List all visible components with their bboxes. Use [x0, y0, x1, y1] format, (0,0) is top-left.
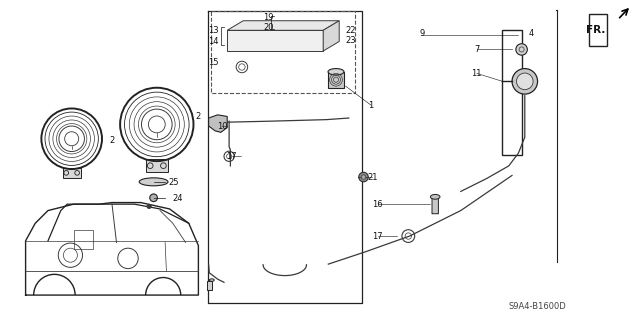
Text: 15: 15 — [208, 58, 218, 67]
Text: 14: 14 — [208, 37, 218, 46]
FancyBboxPatch shape — [432, 196, 438, 214]
Circle shape — [512, 69, 538, 94]
Text: 19: 19 — [264, 13, 274, 22]
Text: 2: 2 — [196, 112, 201, 121]
Polygon shape — [323, 21, 339, 51]
Ellipse shape — [431, 195, 440, 199]
Text: FR.: FR. — [586, 25, 605, 35]
Text: 4: 4 — [529, 29, 534, 38]
Ellipse shape — [328, 69, 344, 75]
Text: 21: 21 — [367, 173, 378, 182]
Circle shape — [359, 172, 368, 182]
Polygon shape — [227, 21, 339, 30]
Circle shape — [147, 204, 151, 209]
Circle shape — [75, 171, 79, 175]
Text: S9A4-B1600D: S9A4-B1600D — [509, 302, 566, 311]
Ellipse shape — [209, 279, 214, 281]
Bar — [502, 30, 522, 155]
Bar — [63, 167, 81, 178]
Polygon shape — [227, 30, 323, 51]
Bar — [211, 11, 355, 93]
Text: 7: 7 — [474, 45, 479, 54]
Circle shape — [161, 163, 166, 168]
Circle shape — [362, 175, 365, 179]
Ellipse shape — [140, 178, 168, 186]
Text: 17: 17 — [372, 232, 383, 241]
Circle shape — [150, 194, 157, 202]
Circle shape — [147, 163, 153, 168]
Polygon shape — [209, 115, 227, 132]
Circle shape — [64, 171, 68, 175]
Circle shape — [516, 73, 533, 90]
Text: 11: 11 — [472, 69, 482, 78]
Text: 1: 1 — [369, 101, 374, 110]
Bar — [146, 159, 168, 172]
Text: 24: 24 — [173, 194, 183, 203]
Bar — [207, 281, 212, 290]
Bar — [74, 230, 93, 249]
Text: 10: 10 — [217, 122, 227, 130]
Text: 25: 25 — [169, 178, 179, 187]
Text: 17: 17 — [227, 152, 237, 161]
Text: 9: 9 — [420, 29, 425, 38]
Text: 16: 16 — [372, 200, 383, 209]
Bar — [328, 72, 344, 88]
Text: 2: 2 — [109, 136, 115, 145]
Text: 13: 13 — [208, 26, 218, 35]
Text: 22: 22 — [346, 26, 356, 35]
Text: 20: 20 — [264, 23, 274, 32]
Text: 23: 23 — [346, 36, 356, 45]
Bar — [589, 14, 607, 46]
Circle shape — [516, 44, 527, 55]
